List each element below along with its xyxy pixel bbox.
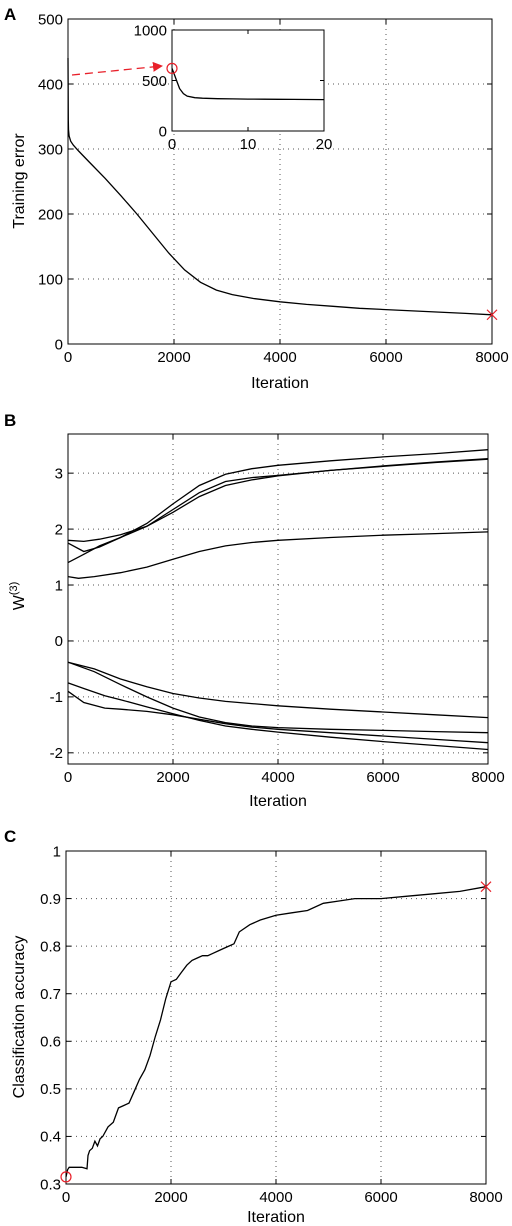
inset-ytick-label: 1000	[134, 22, 167, 39]
inset-xtick-label: 20	[316, 136, 333, 153]
panel-a-x-marker	[486, 309, 498, 321]
panel-b-series-line-7	[67, 690, 489, 744]
panel-c-xtick-label: 4000	[259, 1189, 292, 1206]
panel-b-ytick-label: -1	[50, 689, 63, 706]
panel-c-x-ticks: 0 2000 4000 6000 8000	[62, 851, 503, 1206]
panel-c-circle-marker	[60, 1171, 72, 1183]
panel-c-xtick-label: 2000	[154, 1189, 187, 1206]
panel-c-ytick-label: 0.5	[40, 1081, 61, 1098]
panel-b-ytick-label: 1	[55, 577, 63, 594]
panel-a-letter: A	[4, 5, 16, 24]
panel-b-ylabel-sup: (3)	[8, 582, 20, 595]
inset-series-line-1	[171, 68, 325, 101]
panel-b-ytick-label: 2	[55, 521, 63, 538]
panel-a-x-ticks: 0 2000 4000 6000 8000	[64, 19, 509, 366]
panel-b-ytick-label: 0	[55, 633, 63, 650]
inset-series	[171, 68, 325, 101]
inset-ytick-label: 500	[142, 73, 167, 90]
panel-a-ytick-label: 300	[38, 141, 63, 158]
panel-b-letter: B	[4, 411, 16, 430]
panel-b-series-line-4	[67, 531, 489, 579]
panel-a-ylabel: Training error	[11, 133, 28, 229]
inset-xtick-label: 10	[240, 136, 257, 153]
panel-c-ytick-label: 0.6	[40, 1034, 61, 1051]
panel-a-series-line-1	[67, 57, 493, 316]
panel-b-xtick-label: 0	[64, 769, 72, 786]
panel-c-xtick-label: 8000	[469, 1189, 502, 1206]
panel-a-xtick-label: 8000	[475, 349, 508, 366]
inset-y-ticks: 0 500 1000	[134, 22, 324, 140]
panel-c-y-ticks: 0.3 0.4 0.5 0.6 0.7 0.8 0.9 1	[40, 843, 486, 1193]
panel-a-zoom-arrow	[71, 61, 163, 76]
panel-c-ytick-label: 0.8	[40, 938, 61, 955]
panel-b-xtick-label: 8000	[471, 769, 504, 786]
panel-a-xtick-label: 0	[64, 349, 72, 366]
inset-xtick-label: 0	[168, 136, 176, 153]
inset-background	[172, 30, 324, 131]
panel-a-markers	[486, 309, 498, 321]
panel-c-ylabel: Classification accuracy	[11, 936, 28, 1099]
panel-a-ytick-label: 0	[55, 336, 63, 353]
panel-a-ytick-label: 200	[38, 206, 63, 223]
panel-a-ytick-label: 400	[38, 76, 63, 93]
panel-b-ytick-label: -2	[50, 745, 63, 762]
panel-b-ytick-label: 3	[55, 465, 63, 482]
panel-b-series-line-8	[67, 682, 489, 751]
panel-b-grid	[68, 434, 488, 764]
panel-b-xtick-label: 4000	[261, 769, 294, 786]
panel-c: C 0 2000 4000 6000 8000 0.30.40.50.60.70.80.…	[4, 827, 503, 1226]
panel-c-markers	[60, 881, 492, 1183]
panel-c-xlabel: Iteration	[247, 1209, 305, 1226]
panel-a-inset: 0 10 20 0 500 1000	[134, 22, 333, 153]
panel-b-series-line-1	[67, 449, 489, 553]
panel-c-xtick-label: 6000	[364, 1189, 397, 1206]
panel-b-x-ticks: 0 2000 4000 6000 8000	[64, 434, 505, 786]
panel-a-series	[67, 57, 493, 316]
panel-b-xlabel: Iteration	[249, 793, 307, 810]
panel-b-xtick-label: 6000	[366, 769, 399, 786]
inset-x-ticks: 0 10 20	[168, 30, 333, 153]
panel-c-ytick-label: 0.7	[40, 986, 61, 1003]
panel-c-xtick-label: 0	[62, 1189, 70, 1206]
panel-b-ylabel-main: W	[11, 594, 28, 610]
panel-a-grid	[68, 19, 492, 344]
panel-b-xtick-label: 2000	[156, 769, 189, 786]
inset-circle-marker	[166, 62, 178, 74]
panel-c-ytick-label: 0.9	[40, 891, 61, 908]
panel-c-series-line-1	[65, 886, 487, 1178]
panel-a-ytick-label: 100	[38, 271, 63, 288]
panel-b-series-line-5	[67, 661, 489, 719]
inset-markers	[166, 62, 178, 74]
panel-b: B 0 2000 4000 6000 8000 -2 -1 0 1 2 3 Iteration W…	[4, 411, 505, 810]
panel-c-frame	[65, 850, 487, 1185]
panel-c-ytick-label: 0.3	[40, 1176, 61, 1193]
panel-c-x-marker	[480, 881, 492, 893]
panel-c-grid	[66, 851, 486, 1184]
panel-b-series-line-6	[67, 661, 489, 734]
panel-b-ylabel-group: W(3)	[8, 582, 28, 611]
panel-c-series	[65, 886, 487, 1178]
panel-b-series-line-3	[67, 458, 489, 564]
inset-ytick-label: 0	[159, 123, 167, 140]
panel-c-ytick-label: 1	[53, 843, 61, 860]
panel-b-y-ticks: -2 -1 0 1 2 3	[50, 465, 488, 762]
panel-a-ytick-label: 500	[38, 11, 63, 28]
panel-a-xtick-label: 4000	[263, 349, 296, 366]
panel-a-xtick-label: 6000	[369, 349, 402, 366]
panel-b-series	[67, 449, 489, 751]
panel-c-letter: C	[4, 827, 16, 846]
panel-b-ylabel: W(3)	[8, 582, 28, 611]
panel-c-ytick-label: 0.4	[40, 1129, 61, 1146]
panel-a-xlabel: Iteration	[251, 375, 309, 392]
panel-a-xtick-label: 2000	[157, 349, 190, 366]
